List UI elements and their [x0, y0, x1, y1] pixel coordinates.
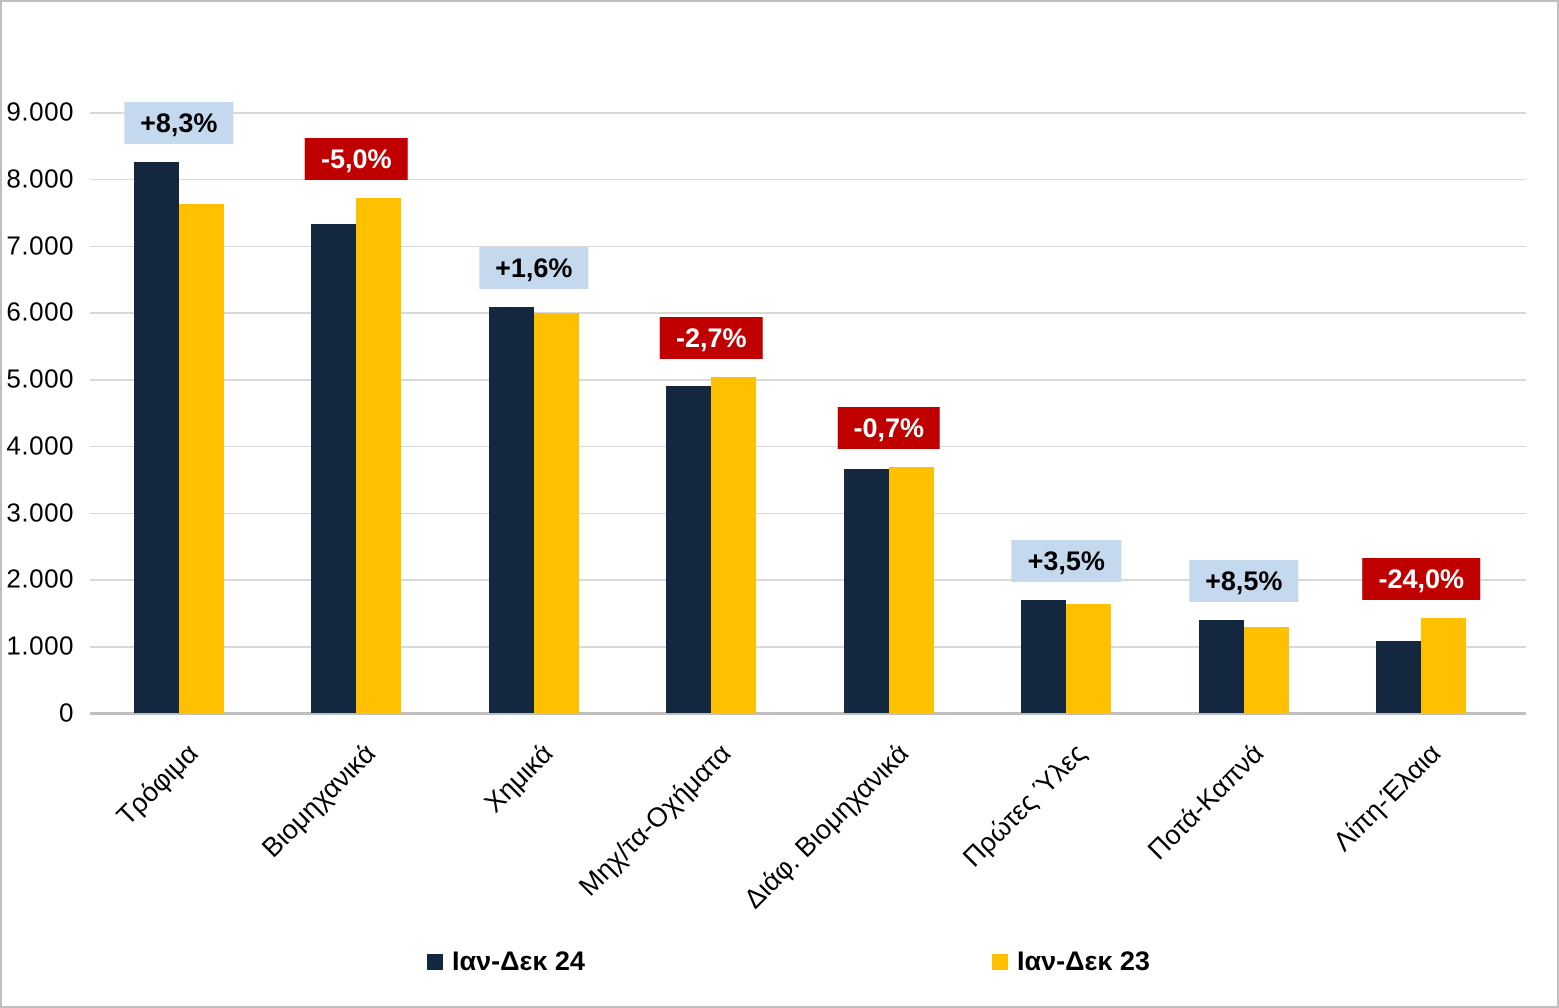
bar-series1-cat5	[843, 468, 889, 713]
y-tick-label-7000: 7.000	[6, 230, 74, 261]
bar-series1-cat6	[1021, 600, 1067, 713]
gridline-1000	[90, 646, 1526, 648]
gridline-7000	[90, 245, 1526, 248]
bar-series2-cat6	[1066, 603, 1112, 713]
gridline-6000	[90, 312, 1526, 314]
bar-series1-cat3	[488, 306, 534, 713]
gridline-4000	[90, 445, 1526, 448]
bar-series2-cat1	[178, 204, 224, 713]
legend-item-ian-dek-23: Ιαν-Δεκ 23	[992, 946, 1150, 977]
x-category-label-7: Ποτά-Καπνά	[1141, 738, 1269, 866]
legend-item-ian-dek-24: Ιαν-Δεκ 24	[427, 946, 585, 977]
change-label-cat4: -2,7%	[659, 316, 763, 359]
bar-series2-cat7	[1243, 627, 1289, 713]
bar-series1-cat1	[133, 162, 179, 713]
change-label-cat5: -0,7%	[837, 407, 941, 450]
bar-series2-cat8	[1421, 617, 1467, 713]
x-category-label-1: Τρόφιμα	[110, 738, 204, 832]
gridline-5000	[90, 379, 1526, 381]
y-tick-label-4000: 4.000	[6, 430, 74, 461]
bar-series1-cat4	[666, 385, 712, 713]
legend-swatch-navy	[427, 953, 443, 970]
y-tick-label-8000: 8.000	[6, 163, 74, 194]
bar-series1-cat8	[1376, 640, 1422, 713]
y-tick-label-9000: 9.000	[6, 96, 74, 127]
gridline-9000	[90, 112, 1526, 114]
x-axis-line	[90, 712, 1526, 715]
x-category-label-2: Βιομηχανικά	[256, 738, 382, 864]
y-tick-label-5000: 5.000	[6, 363, 74, 394]
bar-series2-cat4	[711, 376, 757, 713]
y-tick-label-0: 0	[59, 697, 74, 728]
y-tick-label-2000: 2.000	[6, 563, 74, 594]
legend: Ιαν-Δεκ 24 Ιαν-Δεκ 23	[2, 946, 1557, 982]
bar-series2-cat5	[888, 467, 934, 713]
change-label-cat7: +8,5%	[1189, 560, 1299, 603]
x-category-label-5: Διάφ. Βιομηχανικά	[737, 738, 914, 915]
bar-series1-cat2	[311, 224, 357, 713]
bar-series2-cat3	[533, 313, 579, 713]
legend-swatch-yellow	[992, 953, 1008, 970]
y-tick-label-3000: 3.000	[6, 497, 74, 528]
legend-label-ian-dek-23: Ιαν-Δεκ 23	[1017, 946, 1150, 976]
legend-label-ian-dek-24: Ιαν-Δεκ 24	[452, 946, 585, 976]
gridline-8000	[90, 178, 1526, 181]
x-category-label-8: Λίπη-Έλαια	[1327, 738, 1447, 857]
change-label-cat6: +3,5%	[1011, 540, 1121, 583]
x-category-label-3: Χημικά	[478, 738, 559, 819]
change-label-cat1: +8,3%	[124, 102, 234, 145]
change-label-cat2: -5,0%	[304, 138, 408, 181]
bar-series2-cat2	[356, 198, 402, 713]
change-label-cat8: -24,0%	[1362, 557, 1481, 600]
y-tick-label-1000: 1.000	[6, 630, 74, 661]
gridline-2000	[90, 579, 1526, 581]
change-label-cat3: +1,6%	[479, 246, 589, 289]
y-tick-label-6000: 6.000	[6, 296, 74, 327]
gridline-3000	[90, 512, 1526, 515]
bar-series1-cat7	[1198, 620, 1244, 713]
x-category-label-4: Μηχ/τα-Οχήματα	[572, 738, 737, 902]
x-category-label-6: Πρώτες Ύλες	[956, 738, 1092, 873]
